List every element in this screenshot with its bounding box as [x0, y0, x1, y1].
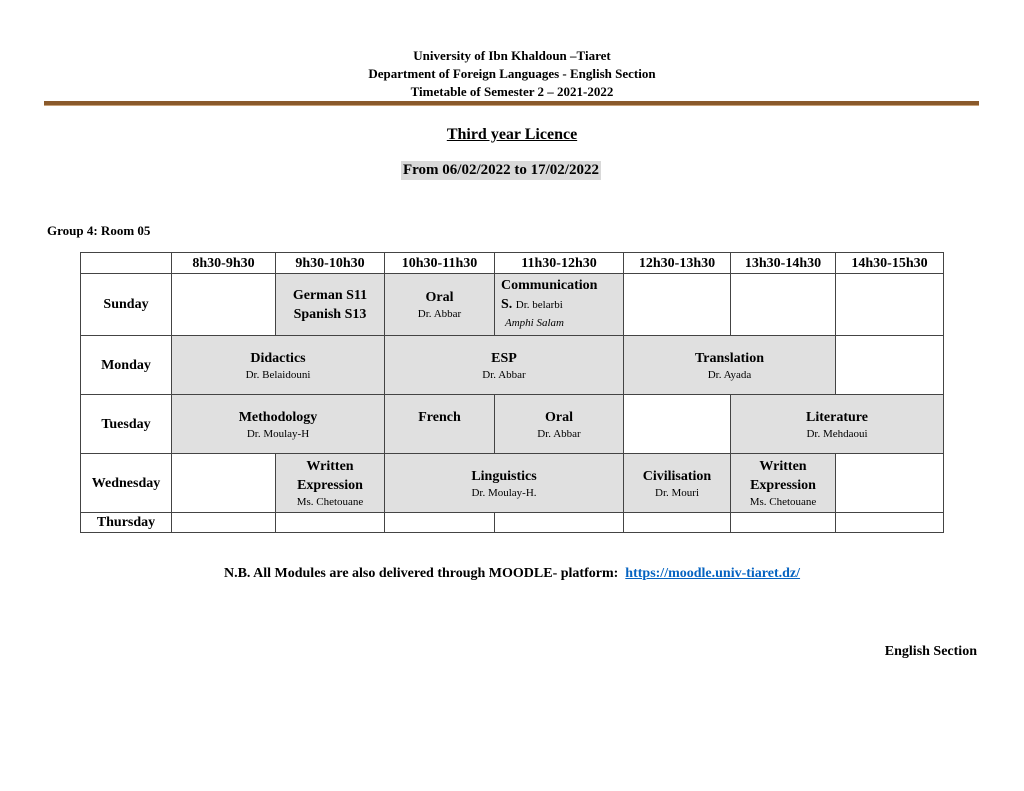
- written-expression-cell: Written Expression Ms. Chetouane: [730, 453, 836, 513]
- literature-cell: Literature Dr. Mehdaoui: [730, 394, 944, 454]
- row-sunday: Sunday German S11 Spanish S13 Oral Dr. Abb…: [80, 273, 944, 336]
- oral-cell: Oral Dr. Abbar: [494, 394, 624, 454]
- civilisation-cell: Civilisation Dr. Mouri: [623, 453, 731, 513]
- row-monday: Monday Didactics Dr. Belaidouni ESP Dr. Ab…: [80, 335, 944, 395]
- translation-cell: Translation Dr. Ayada: [623, 335, 836, 395]
- time-header: 14h30-15h30: [835, 252, 944, 274]
- row-wednesday: Wednesday Written Expression Ms. Chetouane…: [80, 453, 944, 513]
- department-name: Department of Foreign Languages - Englis…: [368, 66, 656, 81]
- row-tuesday: Tuesday Methodology Dr. Moulay-H French O…: [80, 394, 944, 454]
- day-label: Tuesday: [80, 394, 172, 454]
- day-label: Wednesday: [80, 453, 172, 513]
- day-label: Thursday: [80, 512, 172, 533]
- time-header: 9h30-10h30: [275, 252, 385, 274]
- communication-cell: Communication S. Dr. belarbi Amphi Salam: [494, 273, 624, 336]
- linguistics-cell: Linguistics Dr. Moulay-H.: [384, 453, 624, 513]
- time-header: 8h30-9h30: [171, 252, 276, 274]
- page-title: Third year Licence: [446, 126, 578, 143]
- moodle-note: N.B. All Modules are also delivered thro…: [223, 566, 801, 581]
- language-cell: German S11 Spanish S13: [275, 273, 385, 336]
- time-header: 13h30-14h30: [730, 252, 836, 274]
- time-header: 12h30-13h30: [623, 252, 731, 274]
- timetable: 8h30-9h30 9h30-10h30 10h30-11h30 11h30-1…: [80, 252, 944, 533]
- semester-title: Timetable of Semester 2 – 2021-2022: [410, 84, 614, 99]
- french-cell: French: [384, 394, 495, 454]
- date-range: From 06/02/2022 to 17/02/2022: [401, 161, 601, 180]
- esp-cell: ESP Dr. Abbar: [384, 335, 624, 395]
- oral-cell: Oral Dr. Abbar: [384, 273, 495, 336]
- row-thursday: Thursday: [80, 512, 944, 533]
- header-row: 8h30-9h30 9h30-10h30 10h30-11h30 11h30-1…: [80, 252, 944, 274]
- didactics-cell: Didactics Dr. Belaidouni: [171, 335, 385, 395]
- moodle-link[interactable]: https://moodle.univ-tiaret.dz/: [625, 566, 801, 581]
- day-label: Sunday: [80, 273, 172, 336]
- header-rule: [44, 101, 979, 106]
- time-header: 11h30-12h30: [494, 252, 624, 274]
- time-header: 10h30-11h30: [384, 252, 495, 274]
- day-label: Monday: [80, 335, 172, 395]
- university-name: University of Ibn Khaldoun –Tiaret: [413, 48, 611, 63]
- methodology-cell: Methodology Dr. Moulay-H: [171, 394, 385, 454]
- written-expression-cell: Written Expression Ms. Chetouane: [275, 453, 385, 513]
- signature: English Section: [884, 644, 977, 659]
- group-label: Group 4: Room 05: [47, 223, 151, 238]
